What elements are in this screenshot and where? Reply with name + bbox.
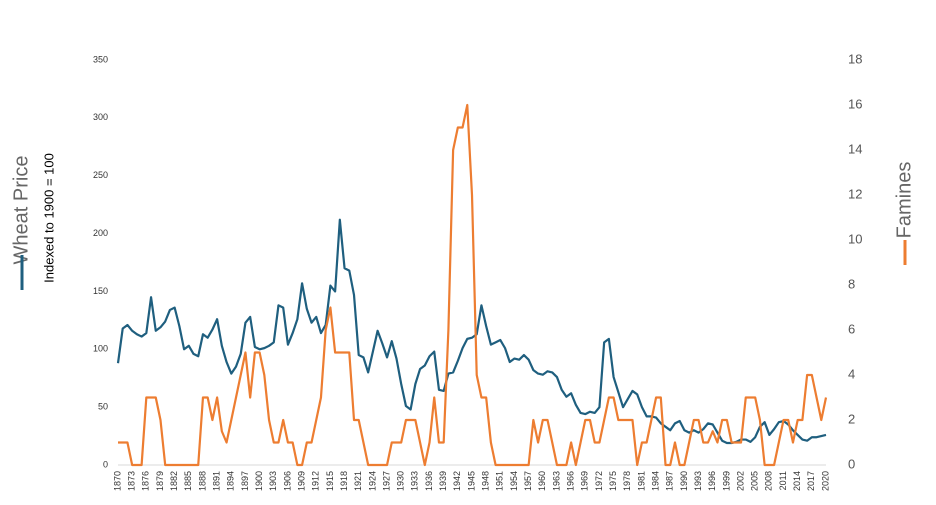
y-tick-label: 50	[98, 402, 108, 412]
x-tick-label: 1924	[367, 471, 377, 491]
x-tick-label: 1933	[410, 471, 420, 491]
x-tick-label: 2008	[764, 471, 774, 491]
x-tick-label: 1999	[721, 471, 731, 491]
x-tick-label: 1978	[622, 471, 632, 491]
y2-tick-label: 8	[848, 276, 855, 291]
x-tick-label: 2002	[735, 471, 745, 491]
x-tick-label: 1963	[551, 471, 561, 491]
x-tick-label: 1960	[537, 471, 547, 491]
y2-tick-label: 6	[848, 321, 855, 336]
x-tick-label: 1897	[240, 471, 250, 491]
series-line	[118, 103, 828, 467]
y-axis-subtitle: Indexed to 1900 = 100	[41, 153, 56, 283]
x-tick-label: 1954	[509, 471, 519, 491]
y2-tick-label: 12	[848, 186, 862, 201]
x-tick-label: 2017	[806, 471, 816, 491]
x-tick-label: 1870	[112, 471, 122, 491]
x-tick-label: 1990	[679, 471, 689, 491]
x-tick-label: 1882	[169, 471, 179, 491]
x-tick-label: 2014	[792, 471, 802, 491]
x-tick-label: 1966	[565, 471, 575, 491]
x-tick-label: 1906	[282, 471, 292, 491]
x-tick-label: 1939	[438, 471, 448, 491]
x-tick-label: 1996	[707, 471, 717, 491]
x-tick-label: 1936	[424, 471, 434, 491]
x-tick-label: 1888	[197, 471, 207, 491]
x-tick-label: 1903	[268, 471, 278, 491]
y2-tick-label: 14	[848, 141, 862, 156]
x-tick-label: 1918	[339, 471, 349, 491]
y2-tick-label: 2	[848, 411, 855, 426]
x-tick-label: 1921	[353, 471, 363, 491]
x-tick-label: 1993	[693, 471, 703, 491]
x-tick-label: 1987	[665, 471, 675, 491]
x-tick-label: 2005	[750, 471, 760, 491]
x-tick-label: 1972	[594, 471, 604, 491]
x-tick-label: 2020	[820, 471, 830, 491]
x-tick-label: 1873	[127, 471, 137, 491]
x-tick-label: 1915	[325, 471, 335, 491]
y-tick-label: 0	[103, 459, 108, 469]
y2-tick-label: 18	[848, 51, 862, 66]
y2-axis-title: Famines	[893, 162, 915, 239]
x-tick-label: 1945	[466, 471, 476, 491]
y-tick-label: 150	[93, 286, 108, 296]
x-tick-label: 1894	[226, 471, 236, 491]
x-tick-label: 1975	[608, 471, 618, 491]
x-tick-label: 1930	[396, 471, 406, 491]
x-tick-label: 1942	[452, 471, 462, 491]
x-tick-label: 1876	[141, 471, 151, 491]
y-tick-label: 100	[93, 344, 108, 354]
x-tick-label: 1969	[580, 471, 590, 491]
x-tick-label: 1957	[523, 471, 533, 491]
x-tick-label: 1948	[481, 471, 491, 491]
series-line	[116, 218, 827, 445]
y-tick-label: 350	[93, 54, 108, 64]
y2-tick-label: 4	[848, 366, 855, 381]
x-tick-label: 1885	[183, 471, 193, 491]
x-tick-label: 1951	[495, 471, 505, 491]
y2-tick-label: 10	[848, 231, 862, 246]
y-axis-title: Wheat Price	[10, 156, 32, 265]
y-tick-label: 300	[93, 112, 108, 122]
x-tick-label: 1981	[636, 471, 646, 491]
y-tick-label: 200	[93, 228, 108, 238]
x-tick-label: 1927	[381, 471, 391, 491]
x-tick-label: 2011	[778, 471, 788, 490]
x-tick-label: 1900	[254, 471, 264, 491]
y2-tick-label: 16	[848, 96, 862, 111]
x-tick-label: 1891	[211, 471, 221, 491]
x-tick-label: 1912	[311, 471, 321, 491]
x-tick-label: 1909	[296, 471, 306, 491]
x-tick-label: 1879	[155, 471, 165, 491]
y2-tick-label: 0	[848, 456, 855, 471]
y-tick-label: 250	[93, 170, 108, 180]
x-tick-label: 1984	[650, 471, 660, 491]
